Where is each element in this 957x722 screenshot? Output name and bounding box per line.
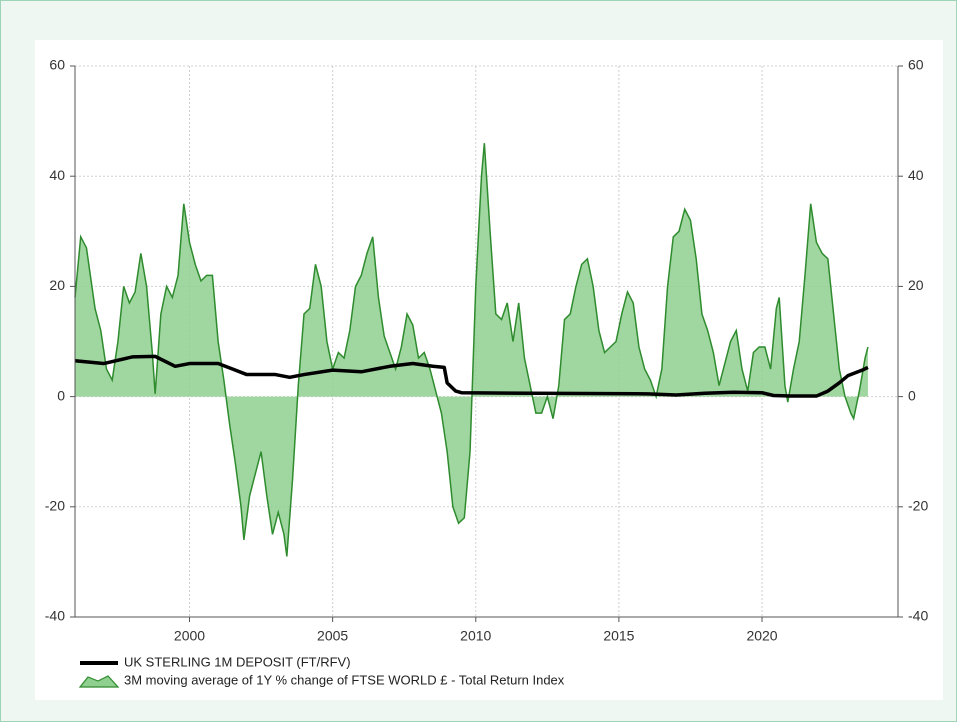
x-tick-label: 2015 <box>603 628 634 644</box>
y-tick-label: -40 <box>45 608 65 624</box>
y-tick-label: 60 <box>49 57 65 73</box>
y-tick-label: 40 <box>49 167 65 183</box>
y2-tick-label: 20 <box>908 277 924 293</box>
x-tick-label: 2010 <box>460 628 491 644</box>
legend-label: 3M moving average of 1Y % change of FTSE… <box>124 672 565 687</box>
x-tick-label: 2020 <box>746 628 777 644</box>
y-tick-label: -20 <box>45 498 65 514</box>
x-tick-label: 2005 <box>317 628 348 644</box>
area-fill <box>75 143 868 557</box>
y-tick-label: 0 <box>57 387 65 403</box>
y2-tick-label: 0 <box>908 387 916 403</box>
y-tick-label: 20 <box>49 277 65 293</box>
y2-tick-label: -20 <box>908 498 928 514</box>
legend-swatch <box>78 675 120 688</box>
y2-tick-label: -40 <box>908 608 928 624</box>
area-line <box>74 143 869 557</box>
y2-tick-label: 40 <box>908 167 924 183</box>
legend-label: UK STERLING 1M DEPOSIT (FT/RFV) <box>124 654 351 669</box>
x-tick-label: 2000 <box>174 628 205 644</box>
line <box>74 354 869 398</box>
y2-tick-label: 60 <box>908 57 924 73</box>
